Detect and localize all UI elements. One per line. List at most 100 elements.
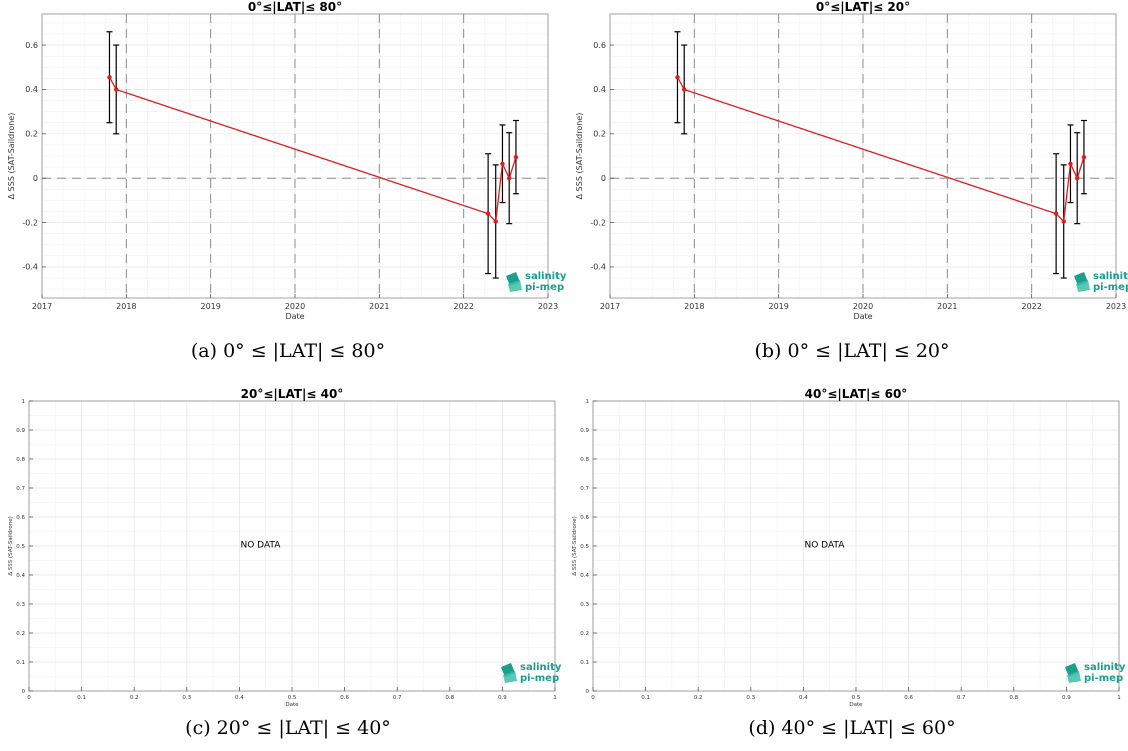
y-tick-label: 0.4	[25, 85, 38, 94]
y-axis-label: Δ SSS (SAT-Saildrone)	[575, 113, 584, 200]
x-tick-label: 0.3	[182, 695, 191, 701]
chart-title: 20°≤|LAT|≤ 40°	[241, 387, 344, 401]
data-point	[485, 211, 491, 216]
y-tick-label: 0.6	[25, 41, 38, 50]
panel-c: 0 0.1 0.2 0.3 0.4 0.5 0.6 0.7 0.8 0.9 1 0 0.1 0.2 0.3 0…	[0, 378, 564, 751]
x-tick-label: 0.9	[498, 695, 507, 701]
y-tick-label: 0	[22, 689, 26, 695]
logo-text-salinity: salinity	[1093, 271, 1128, 282]
y-tick-label: 0.2	[580, 631, 589, 637]
x-tick-label: 0	[27, 695, 31, 701]
y-axis-label: Δ SSS (SAT-Saildrone)	[572, 516, 578, 576]
y-tick-label: 1	[22, 399, 26, 405]
y-tick-label: 0.7	[580, 486, 589, 492]
caption-b: (b) 0° ≤ |LAT| ≤ 20°	[754, 340, 950, 362]
x-tick-label: 0.5	[288, 695, 297, 701]
panel-d: 0 0.1 0.2 0.3 0.4 0.5 0.6 0.7 0.8 0.9 1 0 0.1 0.2 0.3 0…	[564, 378, 1128, 751]
x-axis-label: Date	[849, 702, 863, 708]
data-point	[1068, 161, 1073, 166]
x-tick-label: 0.4	[799, 695, 808, 701]
chart-b: 2017 2018 2019 2020 2021 2022 2023 -0.4 -0.2 0 0.2…	[575, 0, 1128, 321]
x-tick-label: 2019	[200, 302, 220, 311]
logo-text-pimep: pi-mep	[1084, 673, 1123, 684]
logo-mark-icon	[1067, 671, 1081, 683]
chart-title: 0°≤|LAT|≤ 20°	[816, 0, 910, 14]
x-tick-label: 1	[1117, 695, 1121, 701]
y-tick-label: 0.6	[16, 515, 25, 521]
logo-mark-icon	[1076, 280, 1090, 292]
y-tick-label: 0.9	[580, 428, 589, 434]
y-tick-label: 0.4	[16, 573, 25, 579]
chart-d: 0 0.1 0.2 0.3 0.4 0.5 0.6 0.7 0.8 0.9 1 0 0.1 0.2 0.3 0…	[572, 387, 1126, 708]
chart-a: 2017 2018 2019 2020 2021 2022 2023 -0.4 -0.2 0 0.2…	[7, 0, 567, 321]
logo-text-pimep: pi-mep	[525, 282, 564, 293]
panel-a: 2017 2018 2019 2020 2021 2022 2023 -0.4 -0.2 0 0.2…	[0, 0, 567, 370]
x-tick-label: 0.9	[1062, 695, 1071, 701]
data-point	[107, 75, 112, 80]
y-tick-label: 0.4	[580, 573, 589, 579]
x-tick-label: 2021	[369, 302, 389, 311]
y-axis-label: Δ SSS (SAT-Saildrone)	[7, 113, 16, 200]
y-tick-label: -0.4	[22, 263, 38, 272]
x-tick-label: 2021	[937, 302, 957, 311]
x-tick-label: 0.7	[393, 695, 402, 701]
x-tick-label: 0.2	[130, 695, 139, 701]
y-tick-label: 0	[601, 174, 606, 183]
x-tick-label: 0.1	[641, 695, 650, 701]
logo-mark-icon	[503, 671, 517, 683]
caption-c: (c) 20° ≤ |LAT| ≤ 40°	[185, 717, 391, 739]
x-tick-label: 0.6	[904, 695, 913, 701]
y-tick-label: 0.8	[16, 457, 25, 463]
x-tick-label: 2020	[285, 302, 305, 311]
logo-text-salinity: salinity	[1084, 662, 1126, 673]
y-tick-label: 0	[33, 174, 38, 183]
x-tick-label: 2017	[600, 302, 620, 311]
data-point	[1053, 211, 1059, 216]
x-tick-label: 0.2	[694, 695, 703, 701]
x-tick-label: 0.7	[957, 695, 966, 701]
chart-c: 0 0.1 0.2 0.3 0.4 0.5 0.6 0.7 0.8 0.9 1 0 0.1 0.2 0.3 0…	[8, 387, 562, 708]
y-tick-label: 0.8	[580, 457, 589, 463]
x-tick-label: 0.8	[445, 695, 454, 701]
data-point	[493, 219, 498, 224]
data-point	[500, 161, 505, 166]
y-tick-label: -0.2	[22, 218, 38, 227]
y-tick-label: 0.5	[16, 544, 25, 550]
data-point	[1081, 154, 1087, 160]
logo-text-pimep: pi-mep	[520, 673, 559, 684]
y-tick-label: -0.4	[590, 263, 606, 272]
y-tick-label: 0.6	[593, 41, 606, 50]
no-data-label: NO DATA	[805, 540, 846, 550]
y-tick-label: 0.1	[16, 660, 25, 666]
y-tick-label: 0.9	[16, 428, 25, 434]
panel-b: 2017 2018 2019 2020 2021 2022 2023 -0.4 -0.2 0 0.2…	[564, 0, 1128, 370]
data-point	[1075, 175, 1080, 181]
x-tick-label: 0.1	[77, 695, 86, 701]
data-point	[513, 154, 519, 160]
series-line	[676, 76, 1085, 223]
x-tick-label: 2018	[684, 302, 704, 311]
y-tick-label: 0.3	[580, 602, 589, 608]
y-tick-label: 0.5	[580, 544, 589, 550]
y-tick-label: 0.2	[593, 130, 606, 139]
data-point	[1061, 219, 1066, 224]
x-tick-label: 2023	[1106, 302, 1126, 311]
x-tick-label: 2022	[453, 302, 473, 311]
no-data-label: NO DATA	[241, 540, 282, 550]
logo-mark-icon	[508, 280, 522, 292]
x-tick-label: 2022	[1021, 302, 1041, 311]
x-tick-label: 2017	[32, 302, 52, 311]
x-tick-label: 2020	[853, 302, 873, 311]
x-axis-label: Date	[285, 702, 299, 708]
logo-text-salinity: salinity	[525, 271, 567, 282]
y-tick-label: 0	[586, 689, 590, 695]
y-tick-label: 0.2	[25, 130, 38, 139]
x-tick-label: 2023	[538, 302, 558, 311]
data-point	[507, 175, 512, 181]
x-axis-label: Date	[853, 312, 872, 321]
y-tick-label: 1	[586, 399, 590, 405]
x-tick-label: 0	[591, 695, 595, 701]
